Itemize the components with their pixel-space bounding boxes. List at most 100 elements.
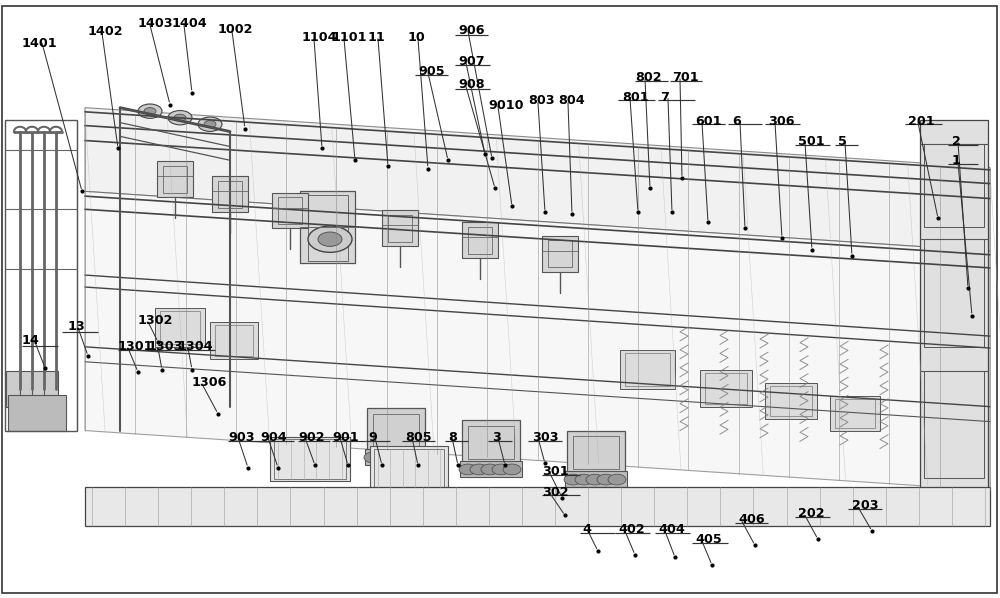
Bar [625, 353, 670, 386]
Bar [163, 166, 187, 193]
Bar [215, 325, 253, 356]
Text: 907: 907 [458, 55, 485, 68]
Text: 804: 804 [558, 94, 585, 108]
Circle shape [608, 474, 626, 485]
Text: 11: 11 [368, 31, 386, 44]
Bar [308, 195, 348, 261]
Bar [210, 322, 258, 359]
Circle shape [564, 474, 582, 485]
Bar [367, 408, 425, 451]
Text: 802: 802 [635, 71, 662, 84]
Text: 406: 406 [738, 513, 765, 526]
Text: 8: 8 [448, 431, 457, 444]
Bar [218, 181, 242, 208]
Text: 701: 701 [672, 71, 699, 84]
Text: 301: 301 [542, 465, 569, 478]
Bar [462, 222, 498, 258]
Text: 904: 904 [260, 431, 287, 444]
Text: 5: 5 [838, 135, 847, 148]
Text: 1101: 1101 [332, 31, 368, 44]
Bar [365, 449, 427, 465]
Circle shape [308, 226, 352, 252]
Text: 1401: 1401 [22, 37, 58, 50]
Bar [924, 239, 984, 347]
Text: 1303: 1303 [148, 340, 184, 353]
Text: 1304: 1304 [178, 340, 214, 353]
Bar [924, 371, 984, 478]
Bar [274, 439, 346, 479]
Text: 1306: 1306 [192, 376, 227, 389]
Text: 1404: 1404 [172, 17, 208, 30]
Text: 4: 4 [582, 523, 591, 536]
Bar [565, 471, 627, 487]
Text: 803: 803 [528, 94, 555, 108]
Bar [700, 370, 752, 407]
Text: 801: 801 [622, 91, 649, 104]
Bar [157, 161, 193, 197]
Circle shape [492, 464, 510, 475]
Bar [5, 120, 77, 431]
Text: 905: 905 [418, 65, 445, 78]
Circle shape [138, 104, 162, 118]
Circle shape [204, 121, 216, 128]
Bar [468, 426, 514, 459]
Text: 7: 7 [660, 91, 669, 104]
Bar [705, 373, 747, 404]
Text: 13: 13 [68, 320, 86, 333]
Text: 1002: 1002 [218, 23, 254, 36]
Bar [468, 227, 492, 254]
Bar [548, 240, 572, 267]
Circle shape [174, 114, 186, 121]
Bar [20, 371, 34, 407]
Bar [8, 395, 66, 431]
Bar [212, 176, 248, 212]
Bar [278, 197, 302, 224]
Text: 1402: 1402 [88, 25, 124, 38]
Bar [460, 461, 522, 477]
Circle shape [481, 464, 499, 475]
Bar [542, 236, 578, 272]
Bar [462, 420, 520, 463]
Text: 404: 404 [658, 523, 685, 536]
Circle shape [168, 111, 192, 125]
Circle shape [386, 452, 404, 463]
Text: 402: 402 [618, 523, 645, 536]
Text: 3: 3 [492, 431, 501, 444]
Bar [620, 350, 675, 389]
Circle shape [144, 108, 156, 115]
Text: 2: 2 [952, 135, 961, 148]
Bar [830, 396, 880, 431]
Text: 306: 306 [768, 115, 794, 128]
Text: 1301: 1301 [118, 340, 154, 353]
Bar [6, 371, 20, 407]
Text: 1403: 1403 [138, 17, 174, 30]
Bar [32, 371, 46, 407]
Bar [44, 371, 58, 407]
Circle shape [459, 464, 477, 475]
Bar [270, 437, 350, 481]
Text: 903: 903 [228, 431, 255, 444]
Text: 10: 10 [408, 31, 426, 44]
Circle shape [397, 452, 415, 463]
Bar [85, 487, 990, 526]
Bar [300, 191, 355, 263]
Bar [373, 414, 419, 447]
Bar [374, 448, 444, 487]
Bar [770, 386, 812, 416]
Circle shape [470, 464, 488, 475]
Text: 1302: 1302 [138, 314, 174, 327]
Text: 908: 908 [458, 78, 485, 91]
Circle shape [198, 117, 222, 132]
Polygon shape [85, 191, 990, 490]
Text: 9: 9 [368, 431, 377, 444]
Text: 201: 201 [908, 115, 935, 128]
Text: 405: 405 [695, 533, 722, 547]
Circle shape [503, 464, 521, 475]
Text: 202: 202 [798, 507, 825, 520]
Bar [573, 436, 619, 469]
Text: 1: 1 [952, 154, 961, 167]
Text: 303: 303 [532, 431, 559, 444]
Bar [160, 311, 200, 344]
Bar [155, 308, 205, 347]
Text: 1104: 1104 [302, 31, 338, 44]
